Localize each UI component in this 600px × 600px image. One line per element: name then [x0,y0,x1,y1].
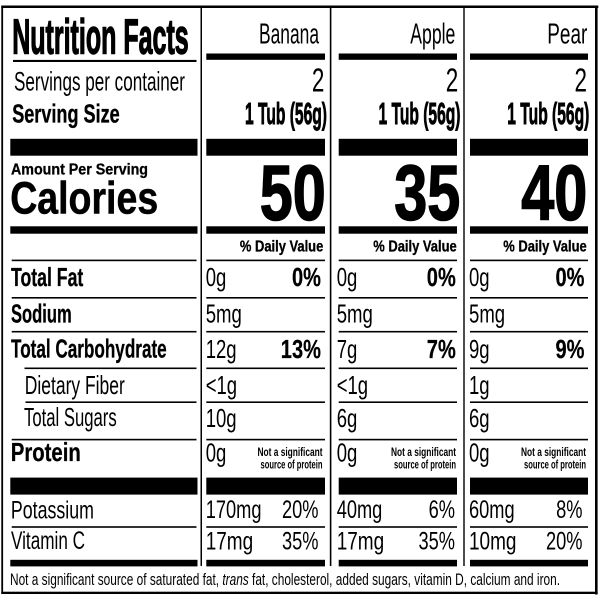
svg-text:Potassium: Potassium [11,496,94,524]
svg-text:2: 2 [575,63,588,100]
svg-text:Vitamin C: Vitamin C [11,527,85,555]
svg-text:Sodium: Sodium [11,301,72,329]
svg-text:6%: 6% [429,496,455,524]
svg-text:<1g: <1g [206,372,237,400]
svg-text:Nutrition Facts: Nutrition Facts [12,11,189,65]
svg-text:2: 2 [312,63,325,100]
svg-text:Total Sugars: Total Sugars [24,404,117,432]
svg-text:Protein: Protein [11,439,81,467]
svg-text:0g: 0g [337,439,358,467]
svg-text:6g: 6g [337,405,358,433]
svg-text:source of protein: source of protein [261,458,323,472]
svg-text:% Daily Value: % Daily Value [373,238,457,255]
svg-text:5mg: 5mg [337,300,373,328]
svg-text:Servings per container: Servings per container [14,67,185,97]
svg-text:9%: 9% [556,336,585,364]
svg-text:7%: 7% [427,336,456,364]
svg-text:6g: 6g [469,405,490,433]
svg-text:Dietary Fiber: Dietary Fiber [25,372,125,400]
svg-text:8%: 8% [556,496,582,524]
svg-text:Apple: Apple [410,19,455,51]
svg-text:10mg: 10mg [469,527,517,555]
svg-text:0%: 0% [427,264,456,292]
svg-text:40mg: 40mg [337,496,383,524]
svg-text:17mg: 17mg [206,527,254,555]
svg-text:Not a significant source of sa: Not a significant source of saturated fa… [10,570,219,589]
svg-text:35%: 35% [419,527,456,555]
svg-text:17mg: 17mg [337,527,385,555]
svg-text:20%: 20% [282,496,319,524]
svg-text:1 Tub (56g): 1 Tub (56g) [507,97,589,131]
svg-text:Pear: Pear [547,19,587,51]
svg-text:Not a significant: Not a significant [391,445,456,459]
svg-text:50: 50 [260,151,326,237]
svg-text:Total Fat: Total Fat [11,264,84,292]
svg-text:fat, cholesterol, added sugars: fat, cholesterol, added sugars, vitamin … [252,570,560,589]
svg-text:20%: 20% [546,527,583,555]
svg-text:2: 2 [446,63,459,100]
svg-text:0g: 0g [206,439,227,467]
svg-text:Banana: Banana [259,19,320,51]
svg-text:0g: 0g [469,264,490,292]
svg-text:Serving Size: Serving Size [12,101,120,129]
svg-text:40: 40 [521,151,587,237]
svg-text:170mg: 170mg [206,496,262,524]
svg-text:0g: 0g [337,264,358,292]
svg-text:13%: 13% [281,336,321,364]
svg-text:9g: 9g [469,336,490,364]
svg-text:1g: 1g [469,372,490,400]
svg-text:60mg: 60mg [469,496,515,524]
svg-text:source of protein: source of protein [394,458,456,472]
svg-text:35: 35 [394,151,460,237]
svg-text:5mg: 5mg [469,300,505,328]
svg-text:7g: 7g [337,336,358,364]
svg-text:12g: 12g [206,336,237,364]
svg-text:5mg: 5mg [206,300,242,328]
svg-text:1 Tub (56g): 1 Tub (56g) [245,97,327,131]
svg-text:trans: trans [222,570,249,589]
svg-text:source of protein: source of protein [524,458,586,472]
svg-text:Total Carbohydrate: Total Carbohydrate [11,336,167,364]
svg-text:0%: 0% [292,264,321,292]
svg-text:Not a significant: Not a significant [258,445,323,459]
svg-text:1 Tub (56g): 1 Tub (56g) [379,97,461,131]
svg-text:Not a significant: Not a significant [521,445,586,459]
svg-text:0%: 0% [556,264,585,292]
svg-text:% Daily Value: % Daily Value [503,238,587,255]
svg-text:Calories: Calories [10,173,158,224]
svg-text:0g: 0g [469,439,490,467]
svg-text:0g: 0g [206,264,227,292]
svg-text:% Daily Value: % Daily Value [240,238,324,255]
svg-text:35%: 35% [282,527,319,555]
svg-text:10g: 10g [206,405,237,433]
svg-text:<1g: <1g [337,372,368,400]
svg-text:Amount Per Serving: Amount Per Serving [11,161,148,178]
